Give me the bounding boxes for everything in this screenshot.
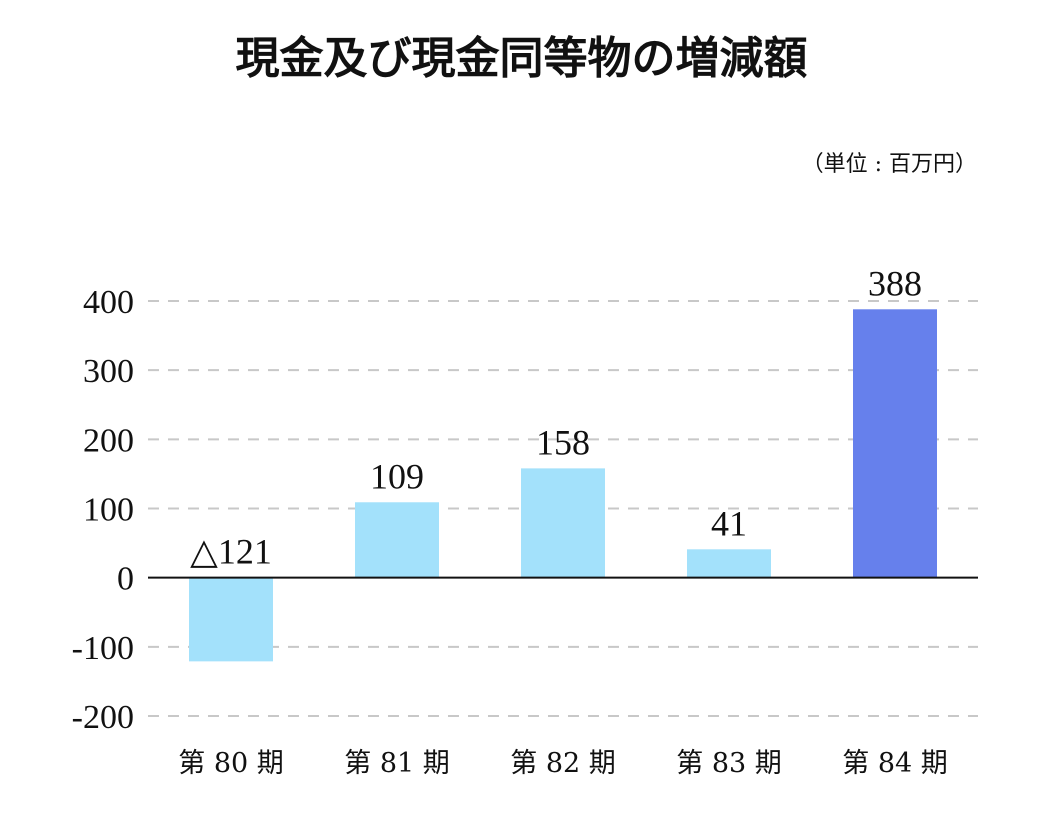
x-tick-label: 第 84 期: [842, 748, 948, 779]
data-label: 388: [868, 263, 922, 303]
y-tick-label: -100: [72, 630, 134, 667]
y-tick-label: 400: [83, 284, 134, 321]
data-label: 158: [536, 422, 590, 462]
bar: [521, 468, 605, 578]
x-tick-label: 第 81 期: [344, 748, 450, 779]
y-tick-label: 200: [83, 422, 134, 459]
y-tick-label: -200: [72, 699, 134, 736]
y-tick-label: 100: [83, 492, 134, 529]
data-label: 109: [370, 456, 424, 496]
unit-label: （単位 : 百万円）: [801, 152, 977, 177]
data-label: 41: [711, 503, 747, 543]
bar: [687, 549, 771, 578]
bar: [853, 309, 937, 578]
x-tick-label: 第 82 期: [510, 748, 616, 779]
bar: [355, 502, 439, 578]
data-label: △121: [190, 532, 272, 572]
bar: [189, 577, 273, 662]
chart-title: 現金及び現金同等物の増減額: [235, 33, 808, 84]
y-tick-label: 0: [117, 561, 134, 598]
y-tick-label: 300: [83, 353, 134, 390]
x-tick-label: 第 83 期: [676, 748, 782, 779]
x-tick-label: 第 80 期: [178, 748, 284, 779]
